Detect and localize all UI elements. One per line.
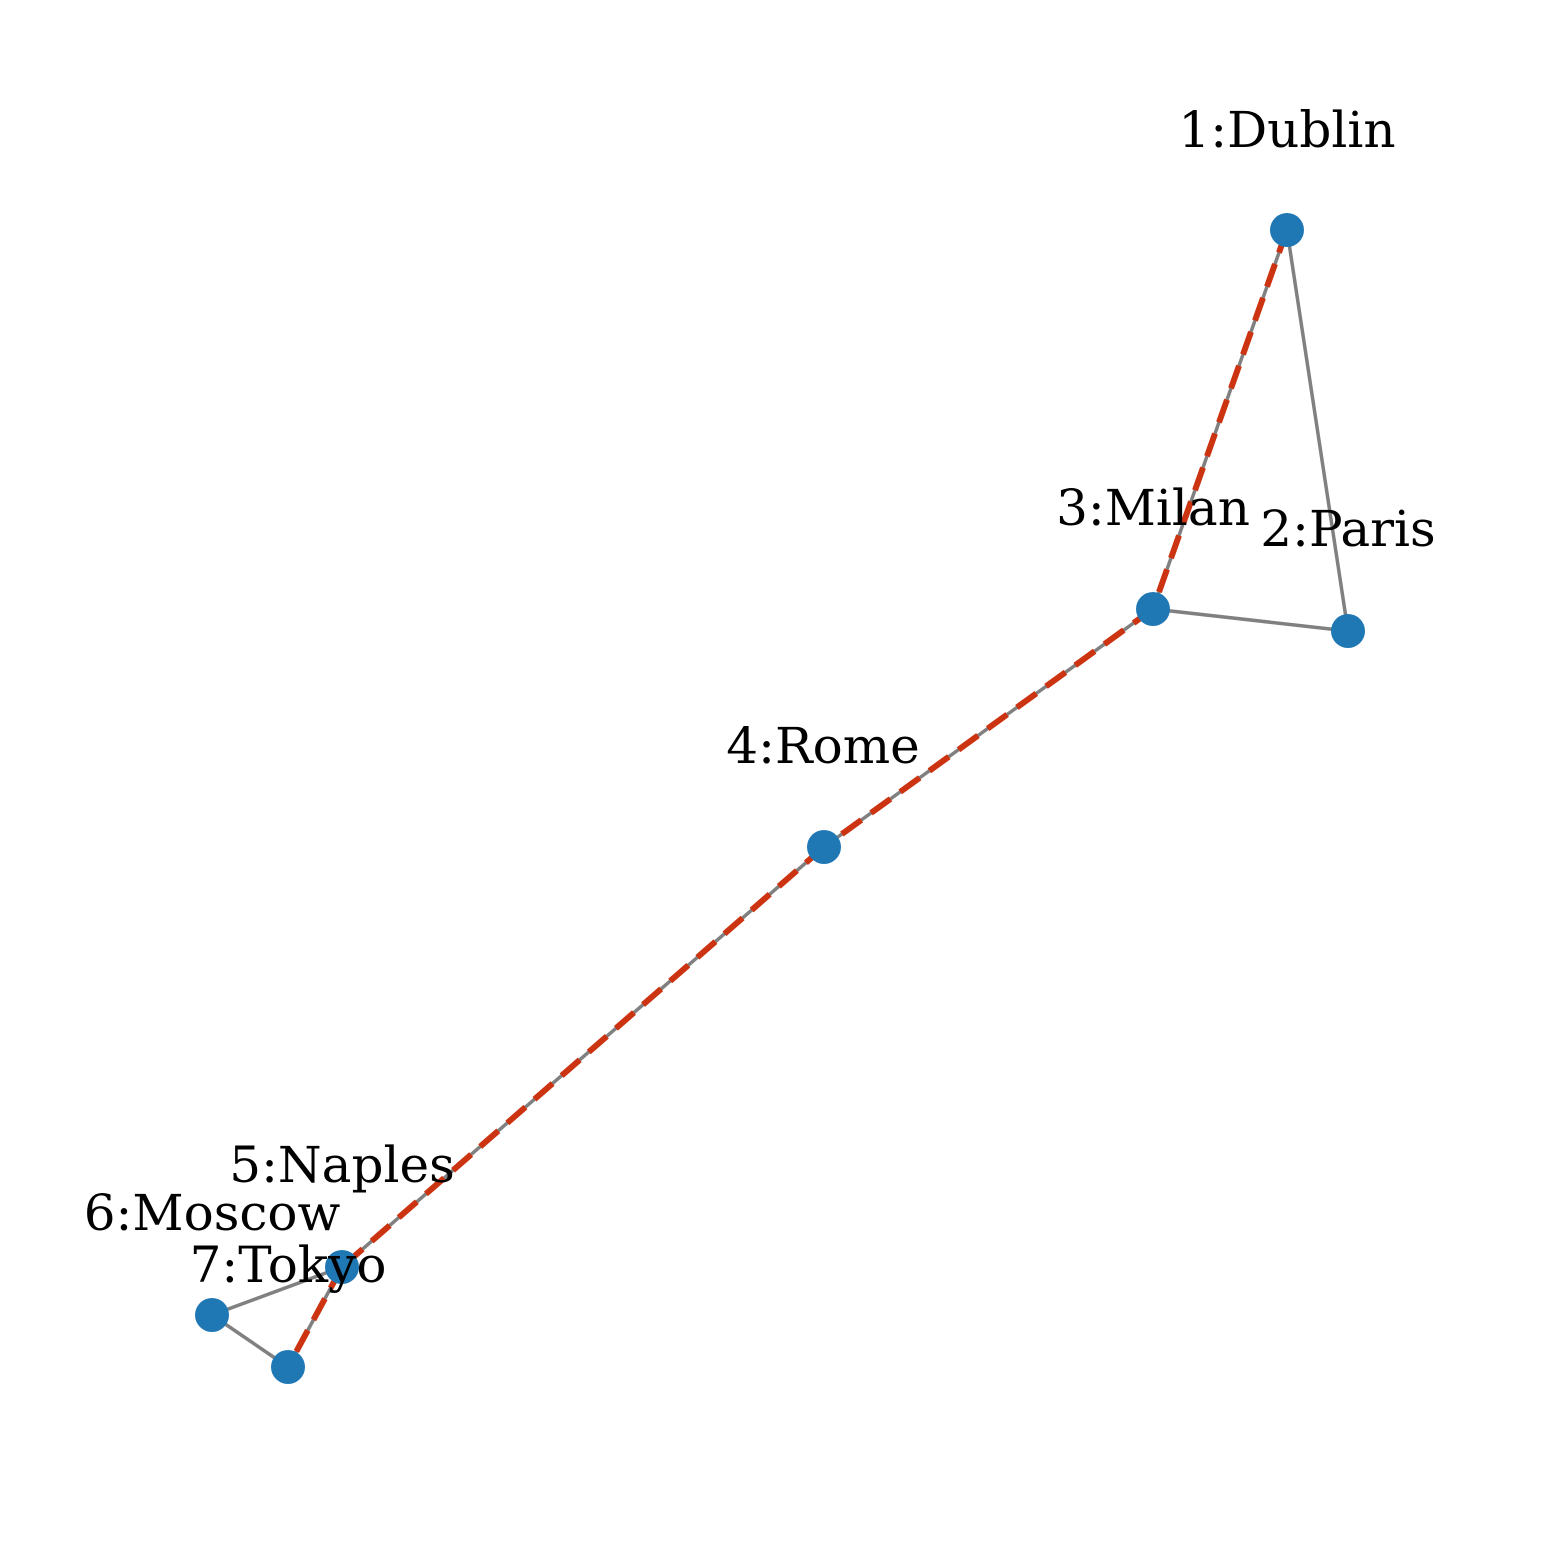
node-label-4: 4:Rome <box>726 717 919 775</box>
node-5 <box>325 1250 359 1284</box>
node-label-3: 3:Milan <box>1056 479 1250 537</box>
edge-1-2 <box>1285 229 1350 632</box>
node-4 <box>807 830 841 864</box>
node-1 <box>1270 213 1304 247</box>
node-6 <box>195 1298 229 1332</box>
edge-5-6 <box>211 1265 343 1317</box>
edge-2-3 <box>1152 607 1349 633</box>
path-edge-1-3 <box>1150 228 1290 611</box>
node-label-2: 2:Paris <box>1260 500 1435 558</box>
path-edge-5-7 <box>285 1265 345 1369</box>
node-label-5: 5:Naples <box>229 1136 454 1194</box>
nodes-layer <box>195 213 1365 1384</box>
edge-4-5 <box>340 845 826 1269</box>
node-label-6: 6:Moscow <box>84 1184 341 1242</box>
node-label-7: 7:Tokyo <box>190 1236 387 1294</box>
node-3 <box>1136 592 1170 626</box>
node-7 <box>271 1350 305 1384</box>
highlighted-path-layer <box>285 228 1290 1369</box>
node-label-1: 1:Dublin <box>1178 101 1395 159</box>
node-2 <box>1331 614 1365 648</box>
path-edge-3-4 <box>822 606 1155 850</box>
